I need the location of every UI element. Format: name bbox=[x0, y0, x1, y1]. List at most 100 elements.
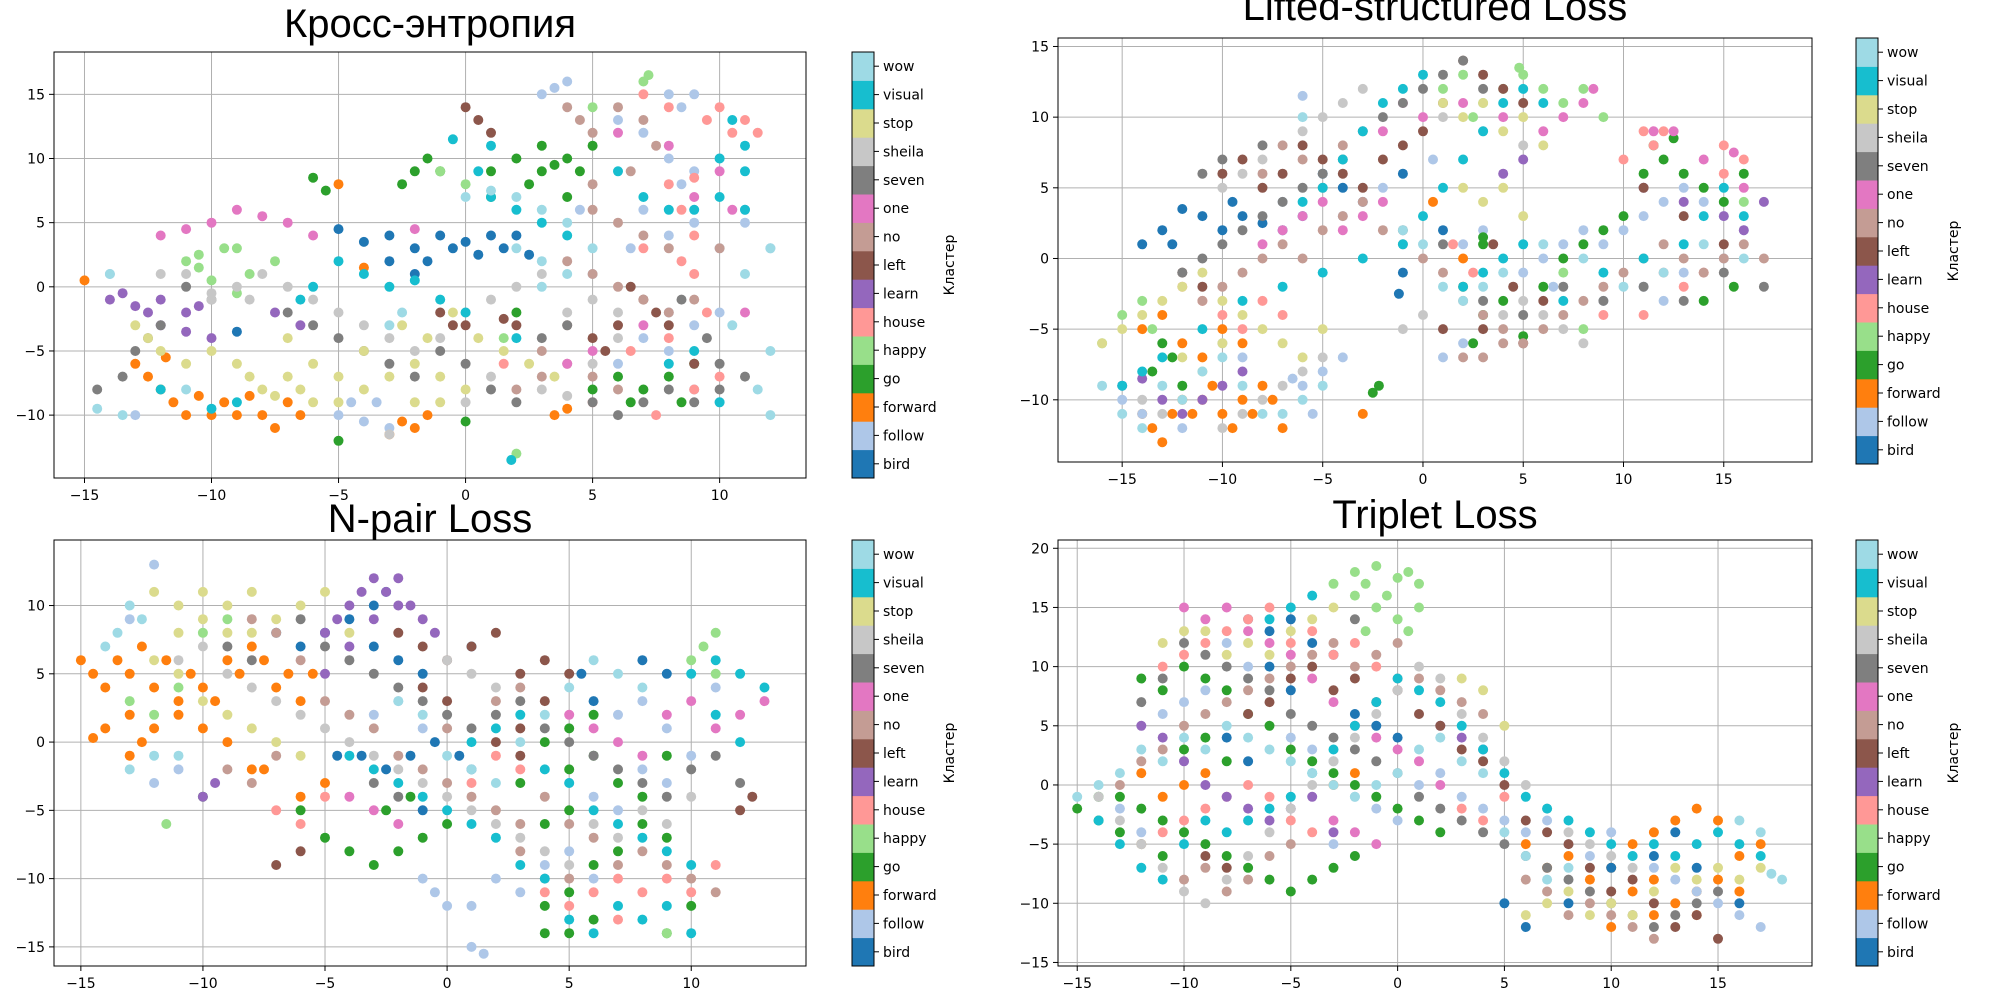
scatter-point-wow bbox=[1114, 768, 1125, 779]
colorbar-segment-stop bbox=[852, 108, 874, 138]
scatter-point-go bbox=[1668, 133, 1679, 144]
scatter-point-bird bbox=[1285, 614, 1296, 625]
scatter-point-follow bbox=[149, 778, 160, 788]
scatter-point-visual bbox=[613, 819, 623, 829]
scatter-point-wow bbox=[1297, 112, 1308, 123]
scatter-point-no bbox=[710, 887, 721, 898]
scatter-point-sheila bbox=[1317, 112, 1328, 123]
scatter-point-go bbox=[524, 179, 535, 190]
scatter-point-seven bbox=[1297, 182, 1308, 193]
scatter-point-seven bbox=[409, 371, 420, 382]
scatter-point-visual bbox=[409, 275, 420, 286]
scatter-point-bird bbox=[356, 750, 367, 761]
scatter-point-left bbox=[490, 737, 501, 748]
scatter-point-go bbox=[1136, 673, 1147, 684]
scatter-point-visual bbox=[613, 900, 623, 911]
x-tick-label: 0 bbox=[443, 976, 452, 992]
scatter-point-learn bbox=[344, 600, 355, 611]
scatter-point-follow bbox=[1478, 225, 1489, 236]
scatter-point-sheila bbox=[486, 294, 496, 305]
scatter-point-house bbox=[1718, 140, 1729, 151]
scatter-point-seven bbox=[740, 371, 750, 382]
colorbar-segment-forward bbox=[1856, 378, 1878, 408]
scatter-point-visual bbox=[1478, 126, 1489, 137]
scatter-point-sheila bbox=[1243, 851, 1254, 861]
scatter-point-visual bbox=[1713, 827, 1723, 838]
scatter-point-wow bbox=[1478, 768, 1489, 779]
colorbar-segment-seven bbox=[1856, 653, 1878, 683]
scatter-point-go bbox=[1468, 338, 1479, 349]
scatter-point-wow bbox=[1755, 827, 1766, 838]
scatter-point-visual bbox=[1237, 295, 1248, 306]
scatter-point-visual bbox=[1357, 253, 1368, 264]
scatter-point-visual bbox=[1598, 267, 1609, 278]
scatter-point-bird bbox=[409, 243, 420, 254]
scatter-point-visual bbox=[1478, 744, 1489, 755]
scatter-point-stop bbox=[1317, 324, 1328, 335]
scatter-point-house bbox=[663, 333, 674, 344]
y-tick-label: −10 bbox=[15, 872, 45, 888]
scatter-point-bird bbox=[1243, 756, 1254, 767]
scatter-point-forward bbox=[270, 423, 280, 433]
scatter-point-no bbox=[393, 750, 404, 761]
scatter-point-one bbox=[638, 320, 649, 331]
scatter-point-stop bbox=[1177, 281, 1188, 292]
scatter-point-go bbox=[1414, 815, 1424, 826]
scatter-point-visual bbox=[1755, 851, 1766, 861]
scatter-point-no bbox=[1758, 253, 1769, 264]
scatter-point-happy bbox=[1349, 590, 1360, 601]
scatter-point-follow bbox=[1548, 281, 1559, 292]
scatter-point-house bbox=[740, 115, 750, 125]
scatter-point-stop bbox=[1713, 862, 1723, 873]
scatter-point-left bbox=[417, 641, 428, 652]
scatter-point-stop bbox=[1117, 324, 1128, 335]
scatter-point-go bbox=[1177, 380, 1188, 391]
scatter-point-visual bbox=[1698, 211, 1709, 222]
colorbar-segment-seven bbox=[852, 165, 874, 195]
x-tick-label: −10 bbox=[1208, 472, 1238, 488]
scatter-point-wow bbox=[1237, 380, 1248, 391]
scatter-point-visual bbox=[1670, 851, 1681, 861]
scatter-point-house bbox=[1221, 626, 1232, 637]
y-tick-label: 15 bbox=[1031, 600, 1049, 616]
scatter-point-forward bbox=[1157, 310, 1168, 320]
scatter-point-no bbox=[1328, 638, 1339, 648]
scatter-point-sheila bbox=[490, 682, 501, 693]
scatter-point-visual bbox=[663, 358, 674, 369]
scatter-point-visual bbox=[1137, 366, 1148, 377]
scatter-point-no bbox=[536, 346, 547, 356]
colorbar: birdfollowforwardgohappyhouselearnleftno… bbox=[1855, 37, 1962, 465]
scatter-point-forward bbox=[1349, 768, 1360, 779]
scatter-point-no bbox=[1221, 886, 1232, 897]
scatter-point-no bbox=[613, 281, 623, 292]
scatter-point-visual bbox=[1418, 69, 1428, 80]
scatter-point-one bbox=[1435, 780, 1446, 790]
scatter-point-seven bbox=[613, 410, 623, 421]
scatter-point-no bbox=[1678, 253, 1689, 264]
scatter-point-one bbox=[735, 709, 746, 720]
colorbar-segment-sheila bbox=[1856, 123, 1878, 153]
scatter-point-left bbox=[1221, 862, 1232, 873]
scatter-point-forward bbox=[1584, 874, 1595, 885]
scatter-point-left bbox=[1691, 910, 1702, 921]
colorbar-segment-house bbox=[852, 307, 874, 337]
scatter-point-visual bbox=[333, 256, 344, 267]
scatter-point-left bbox=[1638, 182, 1649, 193]
scatter-point-no bbox=[1277, 140, 1288, 151]
scatter-point-no bbox=[1200, 862, 1211, 873]
scatter-point-go bbox=[320, 832, 330, 843]
scatter-point-wow bbox=[173, 750, 184, 761]
scatter-point-house bbox=[701, 307, 712, 318]
scatter-point-forward bbox=[259, 655, 269, 666]
scatter-point-follow bbox=[1307, 408, 1318, 419]
scatter-point-visual bbox=[1498, 98, 1509, 108]
scatter-point-one bbox=[759, 696, 770, 707]
scatter-point-follow bbox=[149, 559, 160, 570]
scatter-point-go bbox=[1072, 803, 1083, 814]
scatter-point-visual bbox=[1584, 827, 1595, 838]
scatter-point-stop bbox=[181, 358, 192, 369]
colorbar-axis-label: Кластер bbox=[942, 722, 958, 783]
scatter-point-stop bbox=[308, 397, 319, 408]
scatter-point-wow bbox=[136, 614, 147, 625]
